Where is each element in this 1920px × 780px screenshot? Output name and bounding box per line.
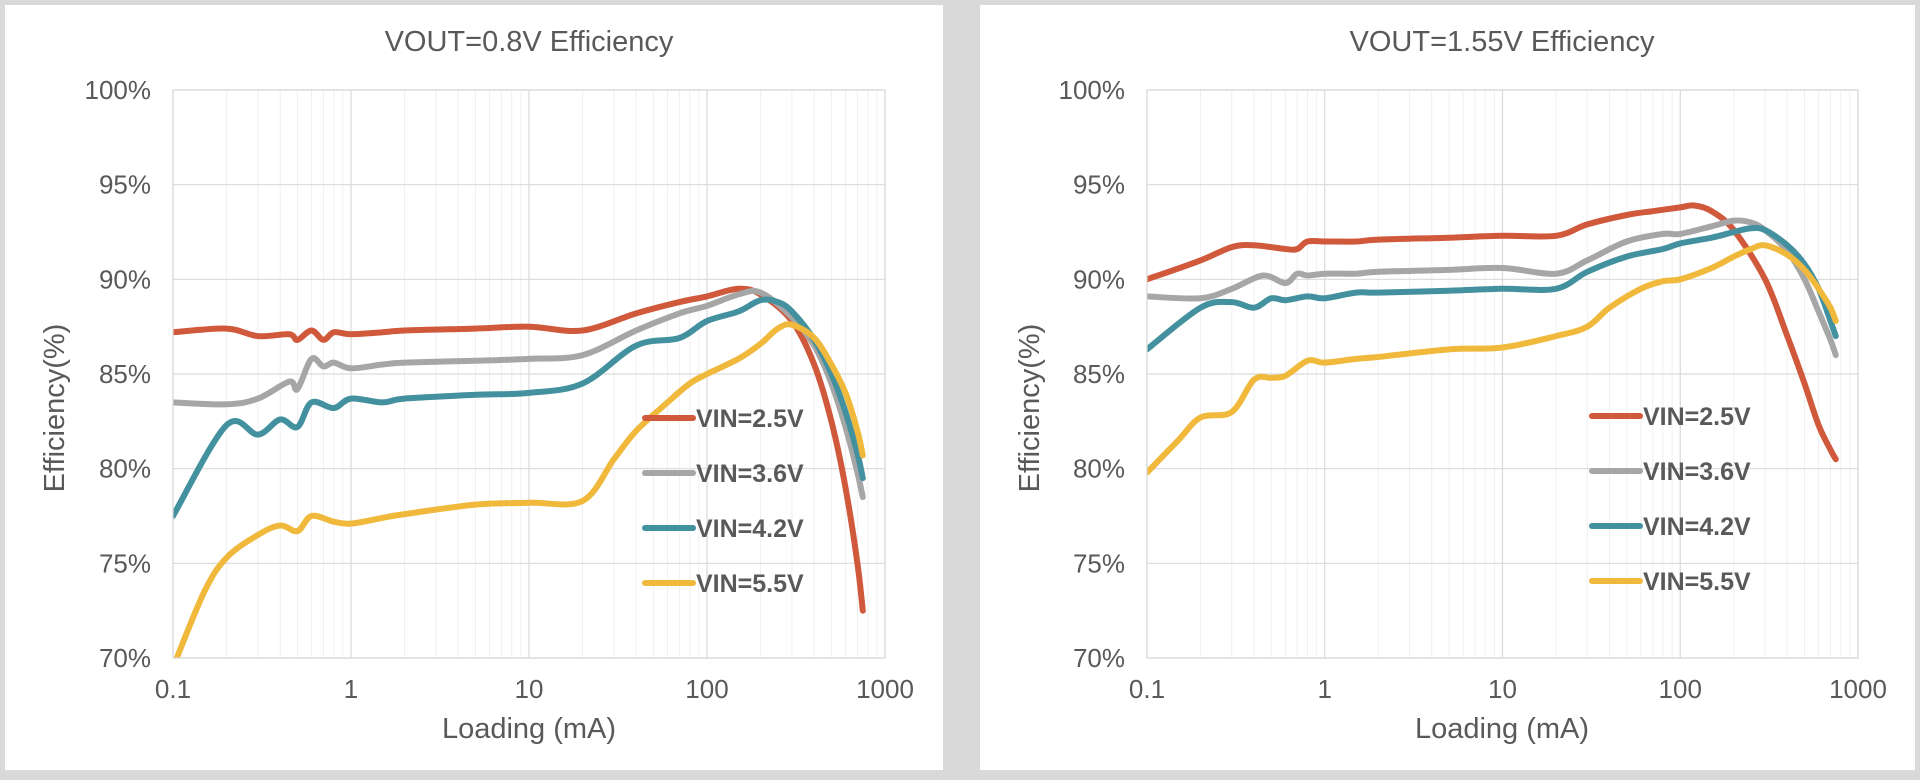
y-tick-label: 90% xyxy=(99,264,151,294)
legend-label-vin-5-5v: VIN=5.5V xyxy=(696,570,804,598)
chart-svg-vout-0-8v: VOUT=0.8V Efficiency Efficiency(%) Loadi… xyxy=(39,26,914,745)
chart-panel-vout-1-55v: VOUT=1.55V Efficiency Efficiency(%) Load… xyxy=(975,0,1920,775)
legend-label-vin-2-5v: VIN=2.5V xyxy=(696,405,804,433)
grid xyxy=(1146,89,1859,659)
x-tick-label: 10 xyxy=(1488,674,1517,704)
chart-panel-vout-0-8v: VOUT=0.8V Efficiency Efficiency(%) Loadi… xyxy=(0,0,948,775)
x-tick-label: 1 xyxy=(344,674,358,704)
x-tick-label: 0.1 xyxy=(155,674,191,704)
chart-title: VOUT=1.55V Efficiency xyxy=(1350,26,1655,58)
y-tick-label: 95% xyxy=(1073,170,1125,200)
x-axis-label: Loading (mA) xyxy=(1415,713,1589,745)
y-tick-label: 85% xyxy=(99,359,151,389)
legend: VIN=2.5V VIN=3.6V VIN=4.2V VIN=5.5V xyxy=(642,405,804,598)
series-line-vin-5-5v xyxy=(173,321,866,658)
plot-area-border xyxy=(172,89,886,659)
chart-svg-vout-1-55v: VOUT=1.55V Efficiency Efficiency(%) Load… xyxy=(1014,26,1887,745)
y-tick-label: 80% xyxy=(1073,454,1125,484)
chart-title: VOUT=0.8V Efficiency xyxy=(385,26,674,58)
y-tick-label: 100% xyxy=(1059,75,1126,105)
series-group xyxy=(173,285,866,658)
legend-label-vin-3-6v: VIN=3.6V xyxy=(696,460,804,488)
legend-label-vin-2-5v: VIN=2.5V xyxy=(1643,403,1751,431)
y-tick-label: 75% xyxy=(1073,548,1125,578)
plot-area-border xyxy=(1146,89,1859,659)
legend-label-vin-5-5v: VIN=5.5V xyxy=(1643,568,1751,596)
y-tick-label: 70% xyxy=(99,643,151,673)
legend-label-vin-4-2v: VIN=4.2V xyxy=(696,515,804,543)
y-tick-label: 95% xyxy=(99,170,151,200)
x-tick-label: 1 xyxy=(1318,674,1332,704)
legend-label-vin-4-2v: VIN=4.2V xyxy=(1643,513,1751,541)
x-tick-label: 10 xyxy=(515,674,544,704)
x-axis-label: Loading (mA) xyxy=(442,713,616,745)
series-line-vin-3-6v xyxy=(1147,217,1839,359)
series-line-vin-2-5v xyxy=(173,285,866,614)
y-tick-label: 85% xyxy=(1073,359,1125,389)
series-line-vin-2-5v xyxy=(1147,202,1839,463)
legend-label-vin-3-6v: VIN=3.6V xyxy=(1643,458,1751,486)
y-tick-label: 70% xyxy=(1073,643,1125,673)
x-tick-label: 0.1 xyxy=(1129,674,1165,704)
y-axis-label: Efficiency(%) xyxy=(39,324,71,493)
y-tick-label: 100% xyxy=(85,75,152,105)
legend: VIN=2.5V VIN=3.6V VIN=4.2V VIN=5.5V xyxy=(1589,403,1751,596)
series-line-vin-5-5v xyxy=(1147,242,1839,476)
x-tick-label: 100 xyxy=(685,674,728,704)
y-axis-label: Efficiency(%) xyxy=(1014,324,1046,493)
y-tick-label: 90% xyxy=(1073,264,1125,294)
y-tick-label: 80% xyxy=(99,454,151,484)
series-group xyxy=(1147,202,1839,476)
series-line-vin-4-2v xyxy=(1147,224,1839,353)
x-tick-label: 1000 xyxy=(1829,674,1887,704)
x-tick-label: 100 xyxy=(1659,674,1702,704)
y-tick-label: 75% xyxy=(99,548,151,578)
x-tick-label: 1000 xyxy=(856,674,914,704)
